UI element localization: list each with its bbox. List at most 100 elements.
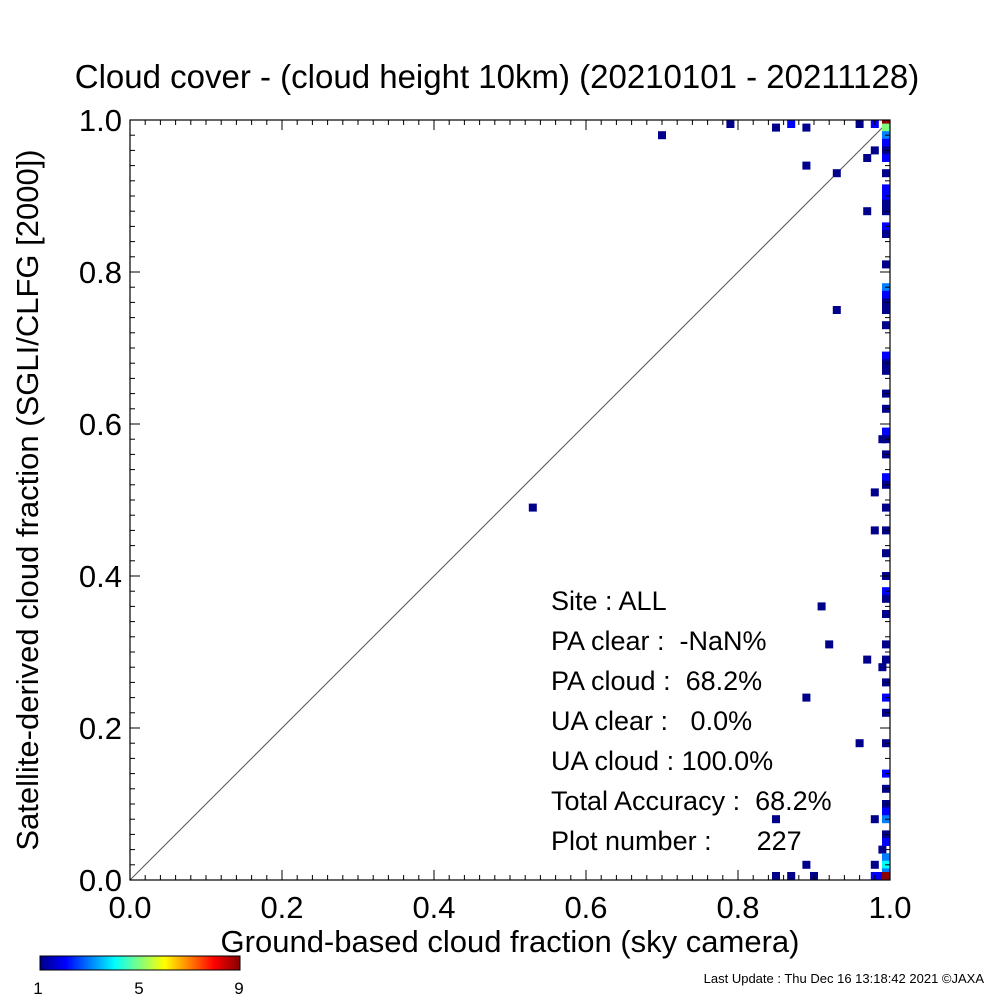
colorbar-cell	[40, 956, 43, 970]
data-point-46	[882, 260, 890, 269]
colorbar-cell	[224, 956, 227, 970]
data-point-54	[882, 366, 890, 375]
colorbar-cell	[62, 956, 65, 970]
data-point-23	[772, 815, 780, 824]
colorbar-cell	[72, 956, 75, 970]
colorbar-cell	[192, 956, 195, 970]
colorbar-cell	[198, 956, 201, 970]
colorbar-cell	[78, 956, 81, 970]
y-tick-label: 0.6	[79, 407, 122, 442]
data-point-0	[528, 503, 537, 512]
colorbar-cell	[80, 956, 83, 970]
colorbar-cell	[152, 956, 155, 970]
y-tick-label: 0.4	[79, 559, 122, 594]
colorbar-cell	[86, 956, 89, 970]
y-tick-label: 0.8	[79, 255, 122, 290]
x-tick-labels: 0.0 0.2 0.4 0.6 0.8 1.0	[108, 890, 911, 925]
data-point-39	[882, 169, 890, 178]
data-point-11	[870, 146, 879, 155]
data-point-62	[882, 503, 890, 512]
data-point-4	[787, 120, 796, 128]
colorbar-cell	[168, 956, 171, 970]
colorbar-cell	[132, 956, 135, 970]
colorbar-cell	[212, 956, 215, 970]
data-point-10	[863, 154, 872, 162]
data-point-60	[882, 473, 890, 482]
colorbar-cell	[92, 956, 95, 970]
colorbar-cell	[190, 956, 193, 970]
colorbar-cell	[128, 956, 131, 970]
colorbar-cell	[234, 956, 237, 970]
colorbar-cell	[54, 956, 57, 970]
colorbar-cell	[146, 956, 149, 970]
colorbar-cell	[66, 956, 69, 970]
colorbar-cell	[166, 956, 169, 970]
colorbar-cell	[210, 956, 213, 970]
colorbar-cell	[182, 956, 185, 970]
data-point-21	[802, 693, 811, 702]
colorbar-cell	[134, 956, 137, 970]
annotation-line: PA cloud : 68.2%	[551, 666, 762, 696]
colorbar-cell	[48, 956, 51, 970]
data-point-15	[870, 488, 879, 497]
colorbar-cell	[194, 956, 197, 970]
colorbar-cell	[56, 956, 59, 970]
colorbar-cell	[176, 956, 179, 970]
data-point-78	[882, 807, 890, 816]
colorbar-cell	[96, 956, 99, 970]
colorbar-cell	[138, 956, 141, 970]
colorbar-cell	[230, 956, 233, 970]
data-point-42	[882, 199, 890, 208]
y-axis-label: Satellite-derived cloud fraction (SGLI/C…	[10, 149, 45, 850]
data-point-19	[863, 655, 872, 664]
colorbar-cell	[214, 956, 217, 970]
data-point-51	[882, 321, 890, 330]
annotation-line: Total Accuracy : 68.2%	[551, 786, 832, 816]
colorbar-cell	[174, 956, 177, 970]
colorbar-cell	[124, 956, 127, 970]
data-point-9	[832, 169, 841, 178]
colorbar-cell	[104, 956, 107, 970]
colorbar-cell	[228, 956, 231, 970]
x-axis-label: Ground-based cloud fraction (sky camera)	[221, 924, 800, 959]
colorbar-cell	[126, 956, 129, 970]
colorbar-cell	[42, 956, 45, 970]
colorbar-cell	[160, 956, 163, 970]
colorbar-cell	[158, 956, 161, 970]
data-point-57	[882, 427, 890, 436]
data-point-50	[882, 306, 890, 314]
colorbar-cell	[108, 956, 111, 970]
colorbar-frame	[39, 955, 241, 971]
data-point-29	[787, 872, 796, 880]
data-point-82	[882, 853, 890, 862]
colorbar-cell	[94, 956, 97, 970]
colorbar-cell	[148, 956, 151, 970]
axis-ticks	[129, 119, 891, 881]
data-point-68	[882, 610, 890, 618]
x-tick-label: 0.0	[108, 890, 151, 925]
colorbar-cell	[116, 956, 119, 970]
colorbar-cell	[232, 956, 235, 970]
colorbar-cell	[74, 956, 77, 970]
data-point-52	[882, 351, 890, 360]
data-point-81	[882, 838, 890, 846]
colorbar-cell	[70, 956, 73, 970]
data-point-16	[870, 526, 879, 535]
colorbar-cell	[112, 956, 115, 970]
data-point-24	[870, 815, 879, 824]
colorbar-cell	[130, 956, 133, 970]
plot-area	[129, 119, 891, 881]
colorbar-cell	[200, 956, 203, 970]
y-tick-label: 0.2	[79, 711, 122, 746]
data-point-36	[882, 138, 890, 147]
data-point-3	[772, 123, 780, 132]
annotation-line: Plot number : 227	[551, 826, 802, 856]
data-point-69	[882, 640, 890, 649]
colorbar-cell	[98, 956, 101, 970]
colorbar-cell	[114, 956, 117, 970]
annotation-line: UA clear : 0.0%	[551, 706, 752, 736]
last-update-footer: Last Update : Thu Dec 16 13:18:42 2021 ©…	[704, 971, 985, 986]
data-point-13	[832, 306, 841, 314]
y-tick-label: 1.0	[79, 103, 122, 138]
